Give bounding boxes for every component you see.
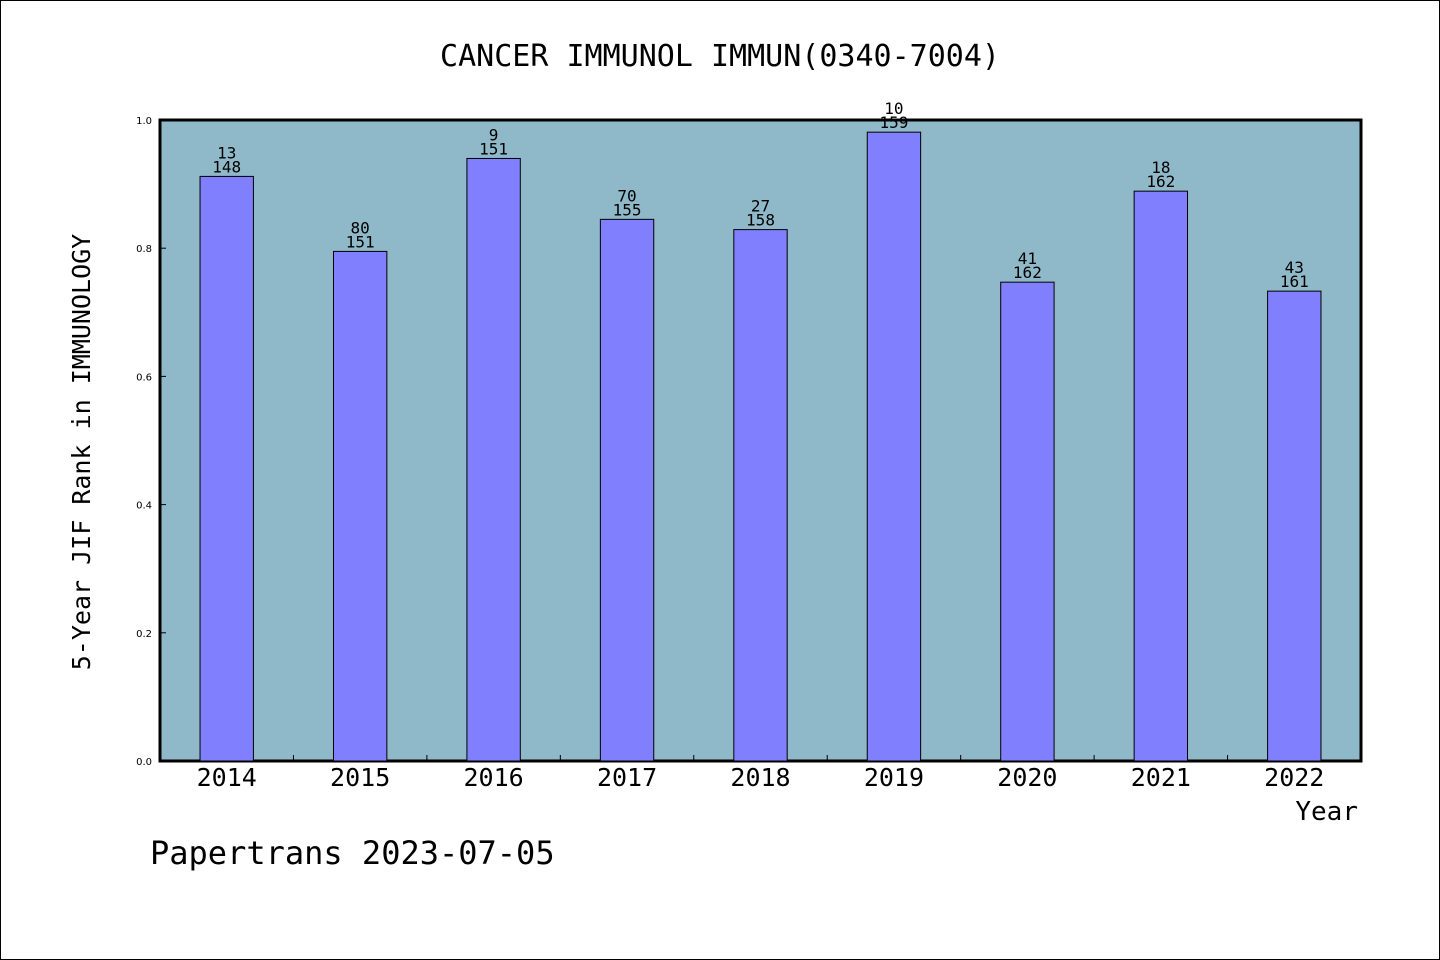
total-label-2019: 159 [879, 113, 908, 132]
rank-label-2018: 27 [751, 197, 770, 216]
x-tick-label-2017: 2017 [597, 763, 657, 792]
x-tick-label-2015: 2015 [330, 763, 390, 792]
y-tick-label-1.0: 1.0 [136, 116, 152, 127]
x-tick-label-2021: 2021 [1131, 763, 1191, 792]
bar-2016 [466, 157, 521, 762]
bar-2020 [1000, 281, 1055, 762]
y-tick-label-0.4: 0.4 [136, 501, 152, 512]
total-label-2017: 155 [613, 200, 642, 219]
footer-credit: Papertrans 2023-07-05 [150, 834, 555, 872]
bar-2014 [199, 175, 254, 762]
bar-2015 [332, 250, 388, 762]
y-tick-label-0.2: 0.2 [136, 629, 152, 640]
rank-label-2015: 80 [351, 218, 370, 237]
rank-label-2019: 10 [884, 99, 903, 118]
x-tick-label-2020: 2020 [997, 763, 1057, 792]
total-label-2016: 151 [479, 139, 508, 158]
y-tick-label-0.0: 0.0 [136, 757, 152, 768]
bar-2022 [1267, 290, 1322, 762]
total-label-2018: 158 [746, 211, 775, 230]
bar-2021 [1133, 190, 1189, 762]
rank-label-2022: 43 [1285, 258, 1304, 277]
total-label-2021: 162 [1146, 172, 1175, 191]
x-tick-label-2014: 2014 [197, 763, 257, 792]
rank-label-2017: 70 [617, 186, 636, 205]
y-tick-label-0.8: 0.8 [136, 244, 152, 255]
bars-group [199, 131, 1322, 762]
y-tick-label-0.6: 0.6 [136, 372, 152, 383]
rank-label-2020: 41 [1018, 249, 1037, 268]
bar-2018 [733, 229, 788, 762]
x-axis-label: Year [1295, 797, 1358, 827]
rank-label-2021: 18 [1151, 158, 1170, 177]
total-label-2015: 151 [346, 232, 375, 251]
rank-label-2016: 9 [489, 125, 499, 144]
x-tick-label-2018: 2018 [730, 763, 790, 792]
x-tick-label-2016: 2016 [464, 763, 524, 792]
total-label-2022: 161 [1280, 272, 1309, 291]
total-label-2014: 148 [212, 157, 241, 176]
y-axis-ticks: 0.0 0.2 0.4 0.6 0.8 1.0 [136, 116, 166, 768]
x-tick-label-2019: 2019 [864, 763, 924, 792]
y-axis-label: 5-Year JIF Rank in IMMUNOLOGY [67, 234, 96, 671]
chart-title: CANCER IMMUNOL IMMUN(0340-7004) [440, 39, 1000, 74]
x-tick-label-2022: 2022 [1264, 763, 1324, 792]
rank-label-2014: 13 [217, 143, 236, 162]
bar-2019 [866, 131, 922, 762]
total-label-2020: 162 [1013, 263, 1042, 282]
x-axis-ticks: 2014 2015 2016 2017 2018 2019 2020 2021 2022 [197, 755, 1324, 792]
bar-2017 [599, 218, 655, 762]
